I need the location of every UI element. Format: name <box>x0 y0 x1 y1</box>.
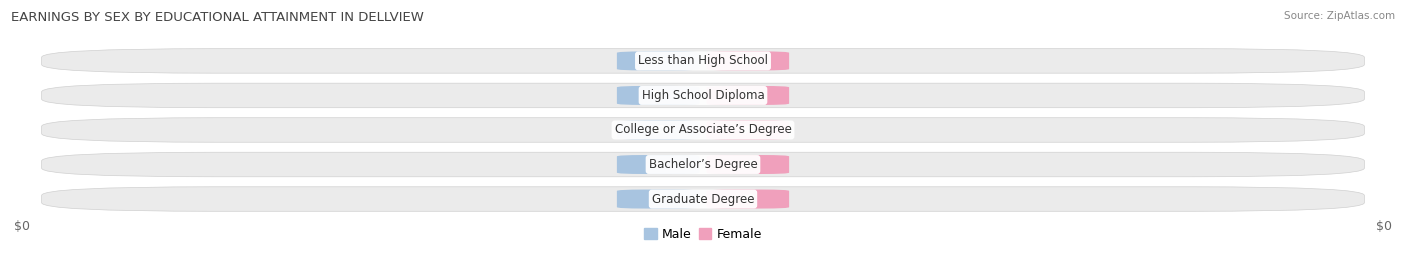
Text: $0: $0 <box>741 159 755 170</box>
FancyBboxPatch shape <box>617 121 700 139</box>
Text: Less than High School: Less than High School <box>638 54 768 68</box>
Text: $0: $0 <box>1376 220 1392 233</box>
Text: $0: $0 <box>651 194 665 204</box>
Text: $0: $0 <box>741 125 755 135</box>
FancyBboxPatch shape <box>42 187 1364 211</box>
Text: EARNINGS BY SEX BY EDUCATIONAL ATTAINMENT IN DELLVIEW: EARNINGS BY SEX BY EDUCATIONAL ATTAINMEN… <box>11 11 425 24</box>
Text: $0: $0 <box>14 220 30 233</box>
Text: $0: $0 <box>651 56 665 66</box>
FancyBboxPatch shape <box>42 118 1364 142</box>
FancyBboxPatch shape <box>706 189 789 209</box>
Text: Graduate Degree: Graduate Degree <box>652 192 754 206</box>
FancyBboxPatch shape <box>706 86 789 105</box>
Text: $0: $0 <box>651 159 665 170</box>
Text: Source: ZipAtlas.com: Source: ZipAtlas.com <box>1284 11 1395 21</box>
FancyBboxPatch shape <box>42 49 1364 73</box>
Legend: Male, Female: Male, Female <box>640 223 766 246</box>
Text: High School Diploma: High School Diploma <box>641 89 765 102</box>
FancyBboxPatch shape <box>706 51 789 70</box>
FancyBboxPatch shape <box>42 83 1364 108</box>
FancyBboxPatch shape <box>706 155 789 174</box>
FancyBboxPatch shape <box>706 121 789 139</box>
FancyBboxPatch shape <box>617 86 700 105</box>
FancyBboxPatch shape <box>617 189 700 209</box>
Text: $0: $0 <box>651 125 665 135</box>
FancyBboxPatch shape <box>42 152 1364 177</box>
Text: $0: $0 <box>651 90 665 100</box>
Text: College or Associate’s Degree: College or Associate’s Degree <box>614 124 792 136</box>
Text: Bachelor’s Degree: Bachelor’s Degree <box>648 158 758 171</box>
Text: $0: $0 <box>741 56 755 66</box>
Text: $0: $0 <box>741 90 755 100</box>
FancyBboxPatch shape <box>617 51 700 70</box>
FancyBboxPatch shape <box>617 155 700 174</box>
Text: $0: $0 <box>741 194 755 204</box>
